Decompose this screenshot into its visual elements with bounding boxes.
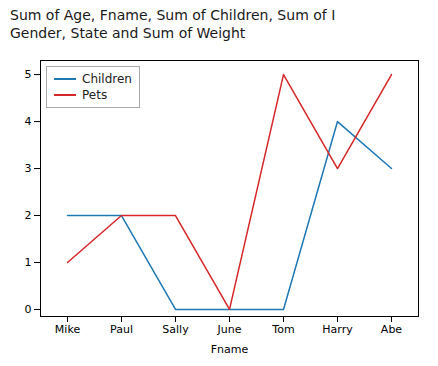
svg-text:Harry: Harry	[322, 323, 353, 336]
html-text:Children: Children	[82, 72, 132, 86]
svg-text:Fname: Fname	[211, 343, 249, 356]
svg-text:2: 2	[25, 209, 32, 222]
svg-text:Paul: Paul	[110, 323, 133, 336]
svg-text:Tom: Tom	[271, 323, 294, 336]
html-text:Gender, State and Sum of Weigh: Gender, State and Sum of Weight	[10, 25, 246, 41]
svg-text:Sally: Sally	[162, 323, 189, 336]
html-text:Pets: Pets	[82, 88, 108, 102]
svg-text:Mike: Mike	[55, 323, 81, 336]
svg-text:1: 1	[25, 256, 32, 269]
svg-text:0: 0	[25, 303, 32, 316]
svg-text:4: 4	[25, 115, 32, 128]
svg-text:3: 3	[25, 162, 32, 175]
svg-text:5: 5	[25, 68, 32, 81]
svg-text:June: June	[217, 323, 242, 336]
html-text:Sum of Age, Fname, Sum of Chil: Sum of Age, Fname, Sum of Children, Sum …	[10, 7, 336, 23]
svg-text:Abe: Abe	[381, 323, 403, 336]
